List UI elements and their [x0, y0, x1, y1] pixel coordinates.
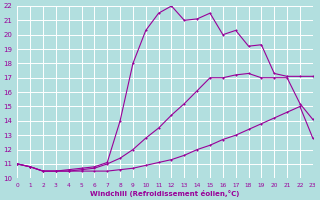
X-axis label: Windchill (Refroidissement éolien,°C): Windchill (Refroidissement éolien,°C)	[90, 190, 240, 197]
